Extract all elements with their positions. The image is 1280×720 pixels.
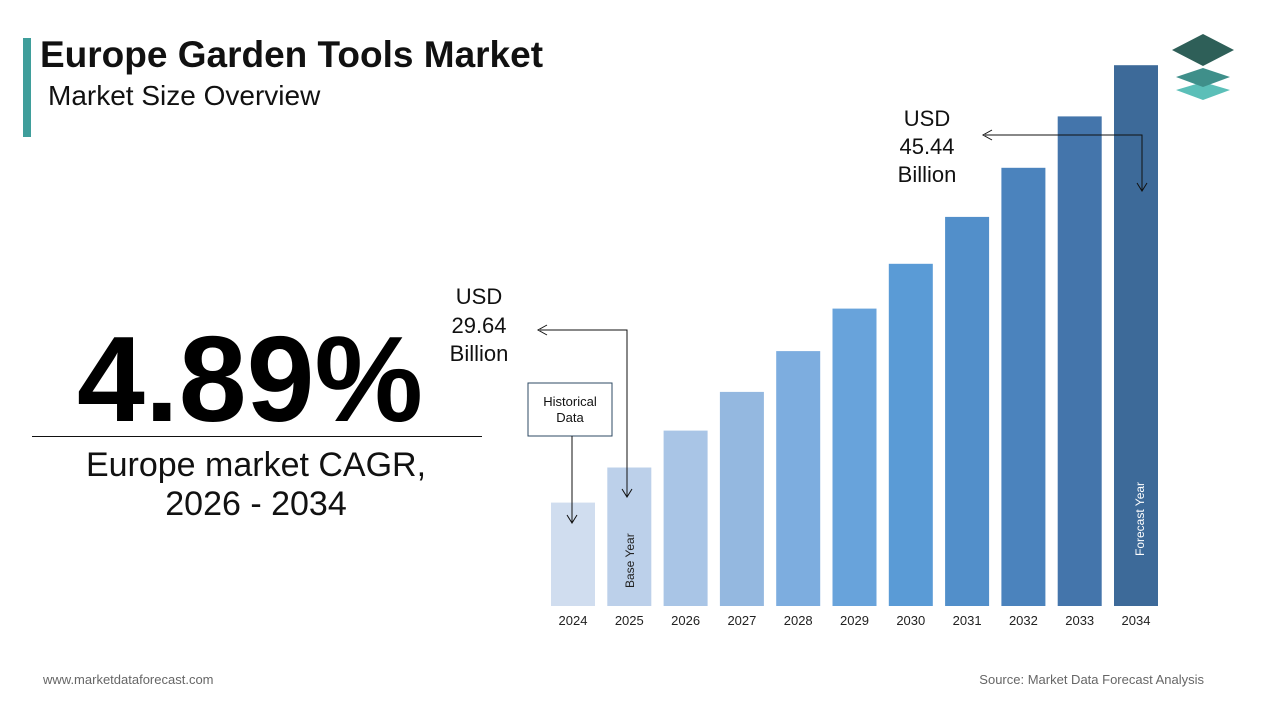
cagr-label: Europe market CAGR, 2026 - 2034 xyxy=(40,446,472,524)
historical-data-box xyxy=(527,382,613,437)
bar-2028 xyxy=(776,351,821,606)
bar-2033 xyxy=(1057,116,1102,607)
bar-2034 xyxy=(1114,65,1158,606)
page-subtitle: Market Size Overview xyxy=(48,80,321,111)
bar-2026 xyxy=(663,430,708,606)
base-value-arrow xyxy=(536,324,633,498)
x-tick-2032: 2032 xyxy=(1009,613,1038,628)
cagr-label-line1: Europe market CAGR, xyxy=(85,446,427,484)
base-value-line2: 29.64 xyxy=(451,313,506,338)
footer-website: www.marketdataforecast.com xyxy=(43,672,214,687)
base-value-line3: Billion xyxy=(450,341,509,366)
x-tick-2030: 2030 xyxy=(896,613,925,628)
bar-2029 xyxy=(832,308,877,606)
title-accent-bar xyxy=(23,38,31,137)
forecast-value-line1: USD xyxy=(904,106,950,131)
bar-2030 xyxy=(888,263,933,606)
bar-2025 xyxy=(607,467,652,606)
base-year-label: Base Year xyxy=(623,533,637,588)
cagr-label-line2: 2026 - 2034 xyxy=(165,485,347,523)
forecast-year-label: Forecast Year xyxy=(1133,482,1147,556)
historical-arrow xyxy=(566,436,578,524)
bar-2024 xyxy=(551,502,595,606)
cagr-value: 4.89% xyxy=(77,311,423,447)
x-tick-labels: 2024 2025 2026 2027 2028 2029 2030 2031 2032 2033… xyxy=(559,613,1151,628)
footer-source: Source: Market Data Forecast Analysis xyxy=(979,672,1204,687)
x-tick-2024: 2024 xyxy=(559,613,588,628)
bars-layer xyxy=(551,65,1158,607)
x-tick-2026: 2026 xyxy=(671,613,700,628)
cagr-divider xyxy=(32,436,482,437)
bar-2027 xyxy=(719,391,764,606)
bar-2032 xyxy=(1001,167,1046,607)
x-tick-2027: 2027 xyxy=(727,613,756,628)
x-tick-2029: 2029 xyxy=(840,613,869,628)
x-tick-2033: 2033 xyxy=(1065,613,1094,628)
base-value-line1: USD xyxy=(456,284,502,309)
bar-2031 xyxy=(945,216,990,606)
forecast-value-line3: Billion xyxy=(898,162,957,187)
x-tick-2034: 2034 xyxy=(1122,613,1151,628)
historical-box-line2: Data xyxy=(556,410,584,425)
x-tick-2028: 2028 xyxy=(784,613,813,628)
page-title: Europe Garden Tools Market xyxy=(40,34,544,75)
x-tick-2031: 2031 xyxy=(953,613,982,628)
historical-box-line1: Historical xyxy=(543,394,597,409)
x-tick-2025: 2025 xyxy=(615,613,644,628)
brand-logo-icon xyxy=(1172,34,1234,100)
forecast-value-line2: 45.44 xyxy=(899,134,954,159)
forecast-value-arrow xyxy=(981,129,1148,192)
